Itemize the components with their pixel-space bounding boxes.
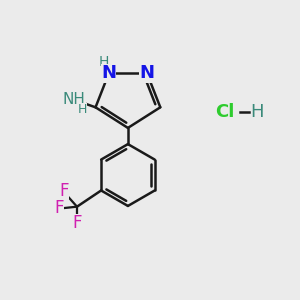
Text: F: F <box>54 199 64 217</box>
Text: N: N <box>140 64 154 82</box>
Text: H: H <box>78 103 87 116</box>
Text: F: F <box>73 214 82 232</box>
Text: N: N <box>101 64 116 82</box>
Text: Cl: Cl <box>215 103 235 121</box>
Text: H: H <box>98 55 109 69</box>
Text: H: H <box>251 103 264 121</box>
Text: F: F <box>59 182 68 200</box>
Text: NH: NH <box>63 92 86 107</box>
